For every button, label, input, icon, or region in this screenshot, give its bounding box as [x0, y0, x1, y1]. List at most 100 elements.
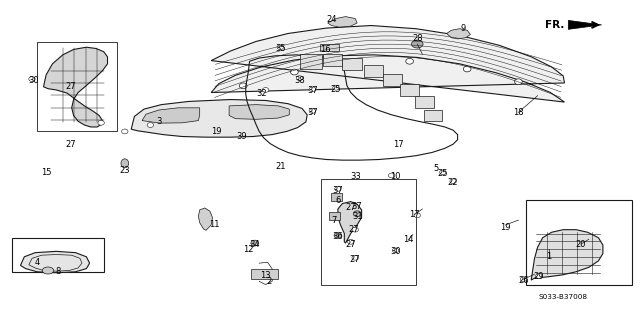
Ellipse shape: [536, 273, 542, 278]
Ellipse shape: [414, 213, 420, 218]
Text: 8: 8: [55, 267, 60, 276]
Bar: [383, 74, 402, 86]
Text: 21: 21: [275, 162, 285, 171]
Bar: [415, 96, 434, 108]
Text: 39: 39: [237, 132, 247, 141]
Ellipse shape: [352, 255, 358, 260]
Ellipse shape: [392, 248, 399, 253]
Bar: [331, 193, 342, 201]
Ellipse shape: [121, 159, 129, 168]
Ellipse shape: [277, 45, 284, 49]
Text: 31: 31: [352, 212, 362, 221]
Ellipse shape: [440, 170, 446, 175]
Polygon shape: [447, 29, 470, 39]
Polygon shape: [568, 20, 602, 29]
Bar: [323, 54, 342, 66]
Text: 38: 38: [294, 76, 305, 85]
Ellipse shape: [296, 76, 303, 81]
Text: 2: 2: [266, 277, 271, 286]
Bar: [12, 238, 104, 272]
Text: 34: 34: [250, 240, 260, 249]
Text: 28: 28: [412, 34, 422, 43]
Text: 24: 24: [326, 15, 337, 24]
Text: 18: 18: [513, 108, 524, 117]
Text: 30: 30: [390, 247, 401, 256]
Ellipse shape: [122, 129, 128, 134]
Ellipse shape: [515, 79, 522, 85]
Bar: [400, 84, 419, 96]
Text: 20: 20: [576, 240, 586, 249]
Ellipse shape: [388, 173, 395, 178]
Bar: [526, 200, 632, 285]
Ellipse shape: [463, 66, 471, 72]
Text: 27: 27: [65, 82, 76, 91]
Bar: [37, 42, 117, 131]
Text: 22: 22: [448, 178, 458, 187]
Ellipse shape: [262, 87, 269, 93]
Text: 37: 37: [352, 202, 362, 211]
Text: 9: 9: [461, 24, 466, 33]
Ellipse shape: [520, 277, 527, 281]
Ellipse shape: [354, 211, 360, 216]
Text: 37: 37: [307, 86, 317, 95]
Text: 33: 33: [350, 172, 360, 181]
Polygon shape: [229, 105, 289, 119]
Text: 36: 36: [333, 232, 343, 241]
Text: 19: 19: [500, 223, 511, 232]
Polygon shape: [142, 108, 200, 123]
Text: 30: 30: [28, 76, 38, 85]
Ellipse shape: [29, 77, 35, 82]
Ellipse shape: [406, 58, 413, 64]
Text: 32: 32: [256, 89, 266, 98]
Ellipse shape: [251, 240, 259, 246]
Text: 27: 27: [348, 225, 358, 234]
Text: 35: 35: [275, 44, 285, 53]
Polygon shape: [338, 202, 362, 243]
Text: 37: 37: [307, 108, 317, 117]
Text: 25: 25: [331, 85, 341, 94]
Polygon shape: [328, 17, 357, 27]
Ellipse shape: [309, 87, 316, 92]
Bar: [364, 65, 383, 77]
Text: 16: 16: [320, 45, 330, 54]
Ellipse shape: [239, 83, 247, 89]
Bar: [424, 110, 442, 121]
Text: 10: 10: [390, 172, 401, 181]
Text: 19: 19: [211, 127, 221, 136]
Text: 27: 27: [346, 240, 356, 249]
Text: 7: 7: [332, 216, 337, 225]
Text: S033-B37008: S033-B37008: [539, 294, 588, 300]
Text: 25: 25: [438, 169, 448, 178]
Polygon shape: [211, 26, 564, 102]
Text: 29: 29: [534, 272, 544, 281]
Bar: [300, 54, 322, 69]
Text: 4: 4: [35, 258, 40, 267]
Text: 27: 27: [350, 255, 360, 263]
Ellipse shape: [291, 69, 298, 75]
Ellipse shape: [412, 40, 423, 48]
Bar: [251, 269, 278, 279]
Text: 5: 5: [434, 164, 439, 173]
Ellipse shape: [348, 239, 354, 244]
Polygon shape: [44, 47, 108, 127]
Text: 27: 27: [65, 140, 76, 149]
Text: 17: 17: [410, 210, 420, 219]
Bar: [320, 44, 339, 51]
Ellipse shape: [353, 211, 361, 217]
Text: 37: 37: [333, 186, 343, 195]
Bar: [321, 179, 416, 285]
Bar: [342, 58, 362, 70]
Ellipse shape: [334, 233, 342, 238]
Text: 23: 23: [120, 166, 130, 175]
Ellipse shape: [352, 227, 358, 232]
Text: 6: 6: [335, 196, 340, 205]
Text: 17: 17: [393, 140, 403, 149]
Polygon shape: [198, 208, 212, 230]
Text: 27: 27: [346, 204, 356, 212]
Ellipse shape: [98, 120, 104, 125]
Text: 13: 13: [260, 271, 271, 280]
Ellipse shape: [42, 267, 54, 274]
Bar: [329, 212, 340, 220]
Text: 14: 14: [403, 235, 413, 244]
Text: 1: 1: [547, 252, 552, 261]
